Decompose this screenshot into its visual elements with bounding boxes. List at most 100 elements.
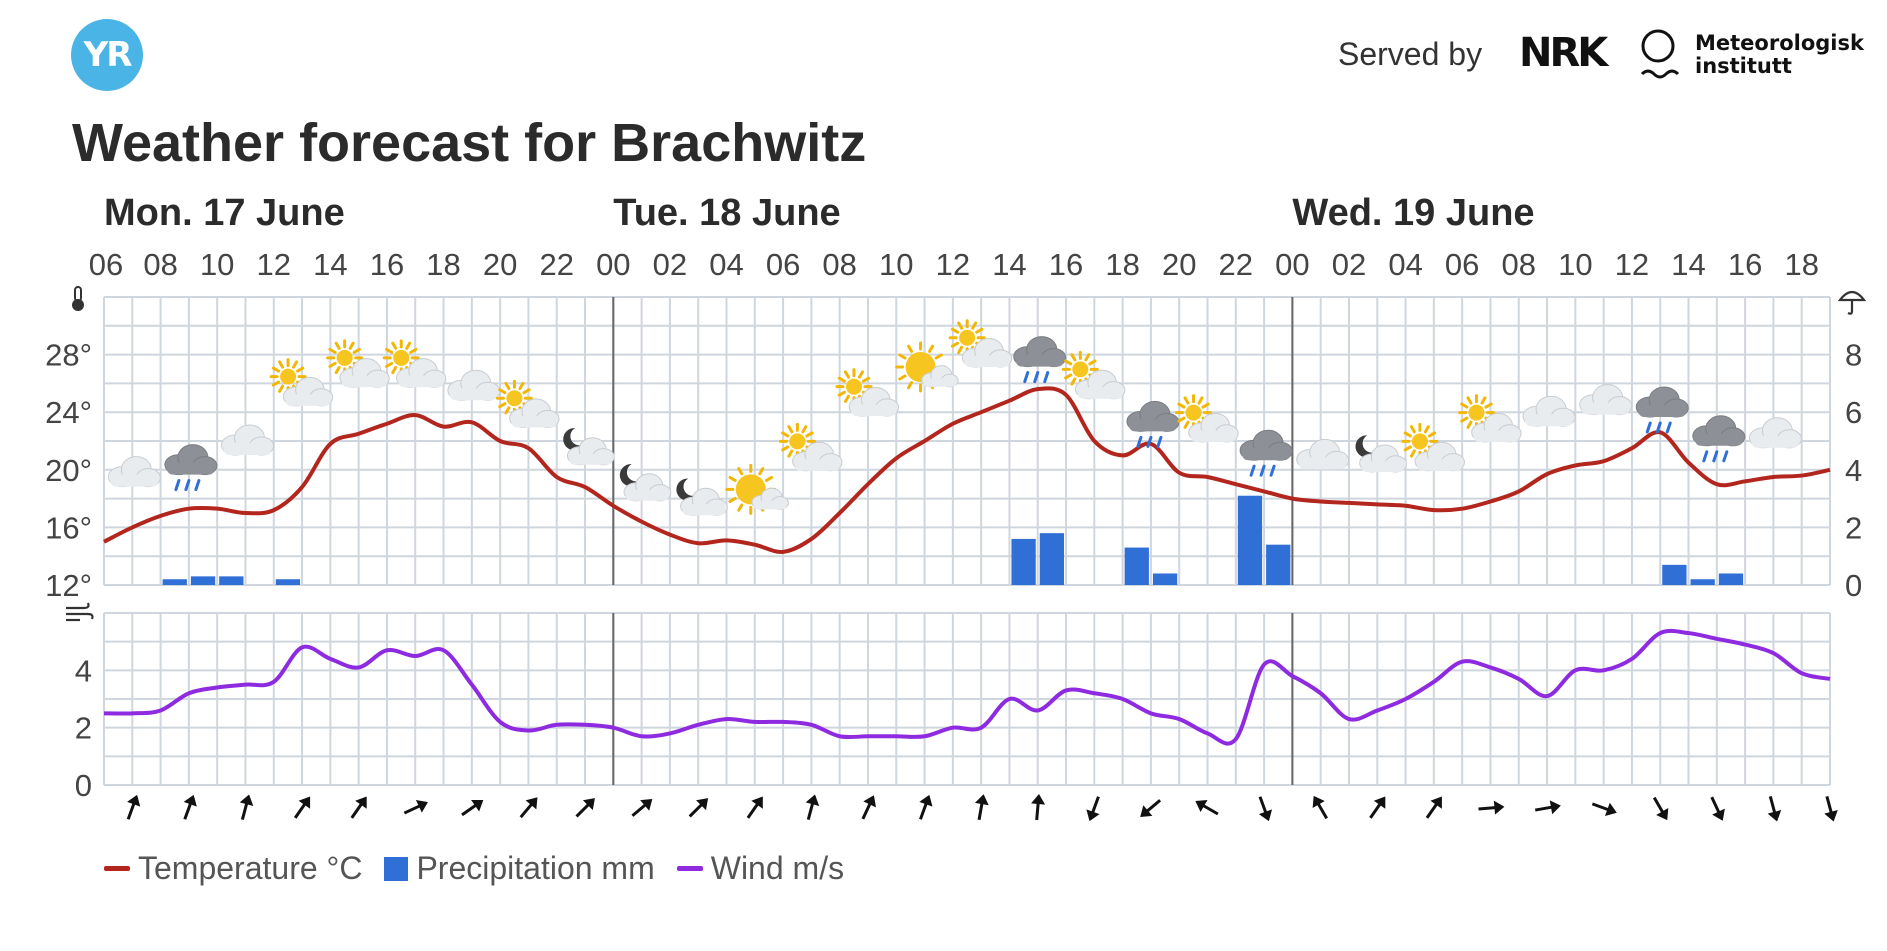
precipitation-bar	[162, 579, 187, 585]
x-tick-label: 00	[596, 247, 630, 282]
x-tick-label: 10	[879, 247, 913, 282]
cloud-icon	[1296, 438, 1350, 470]
temperature-tick-label: 16°	[45, 510, 92, 545]
wind-direction-arrow	[1369, 796, 1386, 819]
rain-cloud-icon	[1013, 336, 1067, 384]
wind-direction-arrow	[805, 794, 820, 820]
wind-direction-arrow	[403, 799, 428, 815]
wind-direction-arrow	[746, 796, 763, 819]
x-tick-label: 16	[1728, 247, 1762, 282]
umbrella-icon	[1837, 290, 1867, 315]
legend-precipitation: Precipitation mm	[384, 850, 655, 887]
wind-direction-arrow	[293, 796, 311, 819]
wind-direction-arrow	[688, 798, 709, 818]
precipitation-bar	[1124, 547, 1149, 585]
met-institute-icon	[1640, 29, 1680, 79]
x-tick-label: 10	[200, 247, 234, 282]
x-tick-label: 12	[257, 247, 291, 282]
wind-direction-arrow	[919, 794, 933, 820]
partly-sunny-icon	[1175, 394, 1239, 443]
partly-sunny-icon	[948, 319, 1013, 368]
temperature-line	[103, 386, 1831, 554]
nrk-logo: NRK	[1519, 30, 1608, 76]
temperature-tick-label: 20°	[45, 453, 92, 488]
precipitation-bar	[1690, 579, 1715, 585]
cloud-icon	[1522, 395, 1576, 427]
x-tick-label: 00	[1275, 247, 1309, 282]
x-tick-label: 20	[1162, 247, 1196, 282]
partly-sunny-icon	[269, 358, 334, 407]
day-label: Tue. 18 June	[613, 192, 840, 234]
rain-cloud-icon	[1126, 400, 1180, 448]
precipitation-tick-label: 2	[1845, 510, 1862, 545]
wind-icon	[66, 602, 94, 622]
legend-wind: Wind m/s	[676, 850, 845, 887]
met-institute-logo: Meteorologisk institutt	[1695, 32, 1864, 78]
x-tick-label: 14	[1671, 247, 1705, 282]
rain-cloud-icon	[1239, 429, 1293, 477]
precipitation-bar	[1718, 573, 1744, 585]
wind-direction-arrow	[861, 795, 877, 820]
wind-direction-arrow	[239, 794, 254, 820]
cloud-icon	[1748, 417, 1802, 449]
wind-direction-arrow	[1478, 800, 1505, 815]
wind-direction-arrow	[1312, 795, 1328, 820]
partly-sunny-icon	[778, 422, 843, 472]
wind-direction-arrow	[575, 798, 595, 818]
x-tick-label: 18	[1105, 247, 1139, 282]
wind-direction-arrow	[1195, 799, 1219, 816]
x-tick-label: 22	[1219, 247, 1253, 282]
wind-line	[103, 628, 1831, 746]
sun-cloud-icon	[895, 341, 959, 393]
precipitation-bar	[1662, 564, 1687, 585]
legend-temperature-swatch	[104, 866, 130, 871]
x-tick-label: 14	[992, 247, 1026, 282]
legend-wind-swatch	[676, 866, 703, 871]
x-tick-label: 16	[1049, 247, 1083, 282]
precipitation-bar	[190, 576, 216, 585]
wind-direction-arrow	[126, 794, 141, 820]
wind-direction-arrow	[1425, 796, 1442, 819]
precipitation-bar	[1266, 544, 1291, 585]
cloud-icon	[220, 424, 274, 456]
wind-direction-arrow	[1140, 799, 1162, 817]
thermometer-icon	[72, 286, 84, 311]
partly-sunny-icon	[1457, 394, 1522, 443]
precipitation-bar	[1152, 573, 1178, 585]
x-tick-label: 06	[89, 247, 123, 282]
rain-cloud-icon	[1692, 415, 1746, 463]
precipitation-tick-label: 6	[1845, 395, 1862, 430]
legend-wind-label: Wind m/s	[710, 850, 845, 886]
x-tick-label: 18	[426, 247, 460, 282]
wind-direction-arrow	[1652, 796, 1669, 821]
legend-temperature: Temperature °C	[104, 850, 362, 887]
met-line-2: institutt	[1695, 54, 1792, 78]
cloud-icon	[447, 369, 501, 401]
chart-legend: Temperature °C Precipitation mm Wind m/s	[104, 850, 844, 887]
temperature-tick-label: 24°	[45, 395, 92, 430]
night-cloud-icon	[563, 428, 615, 466]
x-tick-label: 08	[822, 247, 856, 282]
legend-precipitation-label: Precipitation mm	[416, 850, 655, 886]
partly-sunny-icon	[835, 368, 900, 417]
wind-direction-arrow	[519, 797, 538, 819]
precipitation-bar	[1011, 538, 1036, 585]
cloud-icon	[107, 456, 161, 488]
x-tick-label: 12	[936, 247, 970, 282]
legend-temperature-label: Temperature °C	[138, 850, 363, 886]
x-tick-label: 20	[483, 247, 517, 282]
x-tick-label: 06	[1445, 247, 1479, 282]
served-by-label: Served by	[1338, 36, 1483, 72]
wind-direction-arrow	[1534, 800, 1561, 815]
partly-sunny-icon	[1401, 422, 1465, 472]
x-tick-label: 18	[1784, 247, 1818, 282]
x-tick-label: 12	[1615, 247, 1649, 282]
x-tick-label: 08	[143, 247, 177, 282]
x-tick-label: 02	[1332, 247, 1366, 282]
page-title: Weather forecast for Brachwitz	[72, 113, 867, 173]
x-tick-label: 10	[1558, 247, 1592, 282]
precipitation-bar	[1039, 533, 1065, 585]
wind-direction-arrow	[461, 799, 484, 817]
x-tick-label: 02	[653, 247, 687, 282]
